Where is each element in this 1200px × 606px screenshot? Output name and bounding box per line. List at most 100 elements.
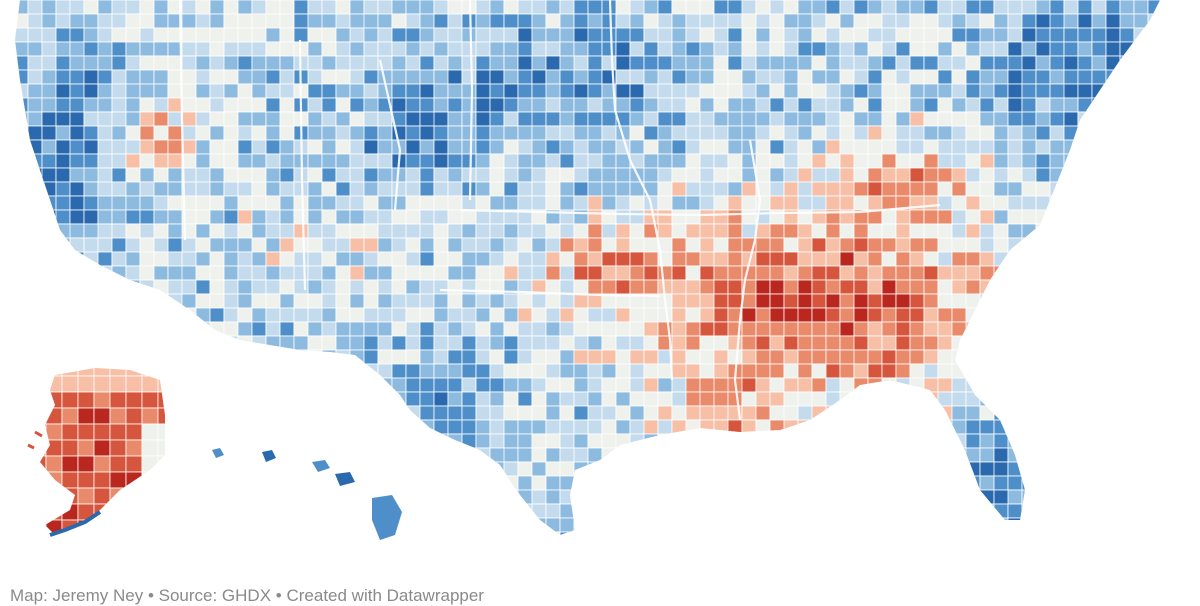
county-cell: [559, 475, 575, 491]
county-cell: [909, 13, 925, 29]
alaska-borough-cell: [109, 439, 127, 457]
county-cell: [923, 433, 939, 449]
county-cell: [1050, 546, 1064, 560]
county-cell: [560, 546, 574, 560]
county-cell: [1007, 461, 1037, 477]
county-cell: [657, 433, 673, 449]
county-cell: [321, 181, 337, 197]
county-cell: [979, 265, 995, 281]
county-cell: [237, 321, 253, 337]
county-cell: [15, 125, 29, 141]
county-cell: [195, 405, 211, 421]
county-cell: [601, 209, 617, 225]
county-cell: [1133, 265, 1149, 281]
county-cell: [461, 419, 477, 435]
county-cell: [545, 125, 561, 141]
county-cell: [797, 55, 813, 71]
county-cell: [965, 293, 981, 309]
county-cell: [629, 335, 645, 351]
county-cell: [1119, 447, 1135, 463]
county-cell: [27, 363, 43, 379]
county-cell: [237, 83, 253, 99]
county-cell: [685, 13, 701, 29]
county-cell: [279, 405, 295, 421]
county-cell: [951, 517, 967, 533]
county-cell: [223, 125, 239, 141]
county-cell: [321, 531, 337, 535]
county-cell: [909, 223, 925, 239]
county-cell: [503, 237, 519, 253]
county-cell: [503, 307, 519, 323]
county-cell: [153, 517, 169, 533]
county-cell: [951, 125, 967, 141]
county-cell: [965, 377, 981, 393]
county-cell: [811, 531, 827, 535]
county-cell: [965, 433, 981, 449]
county-cell: [251, 391, 267, 407]
county-cell: [1035, 153, 1051, 169]
county-cell: [391, 97, 407, 113]
county-cell: [1133, 69, 1149, 85]
county-cell: [307, 349, 323, 365]
county-cell: [405, 223, 421, 239]
county-cell: [349, 293, 365, 309]
county-cell: [27, 69, 43, 85]
county-cell: [0, 14, 14, 28]
county-cell: [111, 517, 127, 533]
county-cell: [195, 461, 211, 477]
county-cell: [293, 293, 309, 309]
county-cell: [69, 181, 85, 197]
county-cell: [321, 433, 337, 449]
county-cell: [27, 111, 43, 127]
county-cell: [909, 391, 925, 407]
county-cell: [728, 546, 756, 560]
county-cell: [741, 405, 757, 421]
county-cell: [741, 195, 757, 211]
county-cell: [293, 195, 309, 211]
county-cell: [923, 13, 939, 29]
county-cell: [195, 307, 211, 323]
county-cell: [41, 153, 57, 169]
county-cell: [111, 321, 127, 337]
county-cell: [0, 252, 14, 266]
county-cell: [307, 83, 323, 99]
county-cell: [489, 13, 505, 29]
county-cell: [629, 447, 645, 463]
county-cell: [503, 139, 519, 155]
county-cell: [853, 0, 869, 15]
county-cell: [1035, 97, 1051, 113]
county-cell: [1021, 125, 1037, 141]
county-cell: [349, 111, 365, 127]
county-cell: [671, 293, 687, 309]
county-cell: [629, 55, 645, 71]
county-cell: [321, 405, 337, 421]
county-cell: [1162, 98, 1176, 112]
county-cell: [181, 41, 197, 57]
county-cell: [713, 307, 729, 323]
county-cell: [27, 419, 43, 435]
county-cell: [629, 139, 645, 155]
county-cell: [111, 27, 127, 43]
county-cell: [657, 69, 673, 85]
county-cell: [1063, 13, 1079, 29]
county-cell: [1077, 41, 1093, 57]
county-cell: [1077, 307, 1107, 323]
county-cell: [55, 489, 71, 505]
county-cell: [55, 265, 85, 281]
county-cell: [629, 195, 645, 211]
county-cell: [363, 27, 379, 43]
county-cell: [223, 321, 239, 337]
county-cell: [237, 265, 253, 281]
county-cell: [0, 266, 14, 280]
county-cell: [727, 13, 743, 29]
county-cell: [1007, 405, 1023, 421]
county-cell: [993, 335, 1009, 351]
county-cell: [881, 0, 897, 15]
county-cell: [153, 293, 169, 309]
county-cell: [251, 139, 267, 155]
county-cell: [223, 363, 253, 379]
county-cell: [937, 293, 953, 309]
county-cell: [993, 125, 1009, 141]
county-cell: [545, 419, 561, 435]
county-cell: [727, 167, 743, 183]
